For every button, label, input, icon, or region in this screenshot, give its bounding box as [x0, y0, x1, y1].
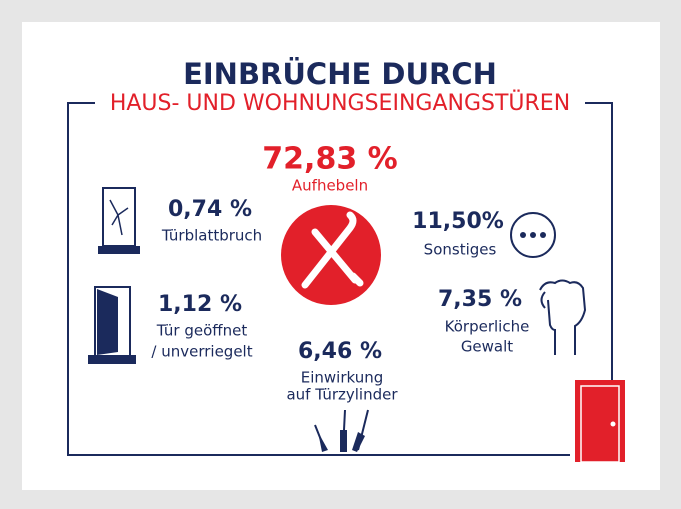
- value: 1,12 %: [158, 292, 242, 317]
- value: 72,83 %: [262, 142, 397, 177]
- dot: [520, 232, 526, 238]
- pick-handles: [318, 430, 365, 452]
- subtitle: HAUS- UND WOHNUNGSEINGANGSTÜREN: [110, 90, 570, 116]
- label: Körperliche: [445, 318, 530, 336]
- value: 7,35 %: [438, 287, 522, 312]
- fist-icon: [539, 279, 587, 355]
- value: 6,46 %: [298, 339, 382, 364]
- label: Tür geöffnet: [156, 322, 248, 340]
- label: Gewalt: [461, 338, 513, 356]
- tools: [301, 211, 364, 289]
- frame-right: [585, 102, 613, 380]
- label: Aufhebeln: [292, 177, 368, 195]
- value: 11,50%: [412, 209, 504, 234]
- label: Einwirkung: [301, 369, 384, 387]
- open-door-icon: [94, 286, 131, 355]
- dot: [530, 232, 536, 238]
- label: Türblattbruch: [161, 227, 262, 245]
- more-icon: [510, 212, 556, 258]
- label: Sonstiges: [424, 241, 497, 259]
- frame-left: [67, 102, 570, 456]
- label: / unverriegelt: [151, 343, 252, 361]
- red-door: [575, 380, 625, 462]
- door-leaf: [97, 289, 118, 355]
- door-base: [98, 246, 140, 254]
- dot: [540, 232, 546, 238]
- door-base: [88, 355, 136, 364]
- label: auf Türzylinder: [286, 386, 398, 404]
- title: EINBRÜCHE DURCH: [183, 57, 497, 91]
- value: 0,74 %: [168, 197, 252, 222]
- door-knob: [610, 421, 616, 427]
- cracks: [109, 199, 129, 236]
- door-panel: [580, 385, 620, 463]
